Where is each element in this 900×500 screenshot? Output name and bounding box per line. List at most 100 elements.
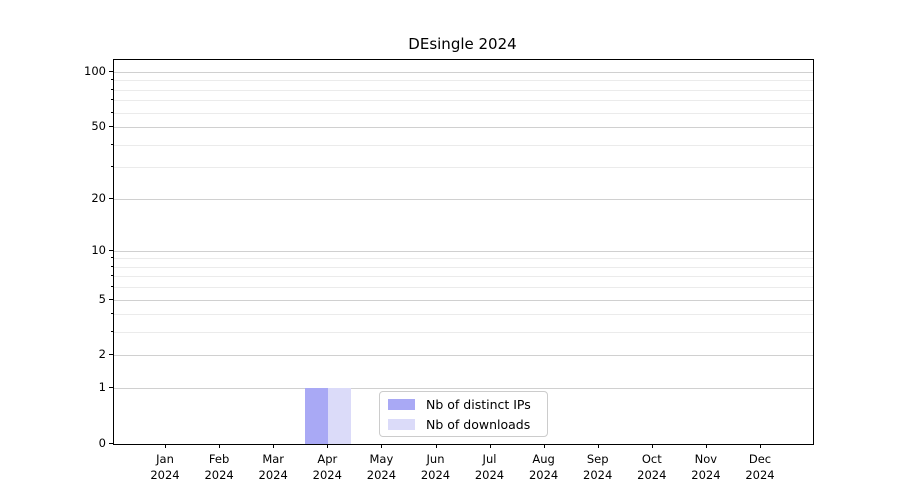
- gridline-y-4: [114, 314, 813, 316]
- x-tick-month: Feb: [208, 452, 230, 466]
- x-tick-mar: [273, 444, 275, 448]
- y-tick-1: [109, 387, 113, 389]
- y-minor-tick-40: [111, 143, 113, 145]
- legend-label-distinct-ips: Nb of distinct IPs: [426, 396, 531, 412]
- y-tick-50: [109, 126, 113, 127]
- x-tick-month: Mar: [262, 452, 285, 466]
- x-tick-sep: [597, 444, 599, 448]
- x-tick-label-aug: Aug 2024: [514, 451, 574, 483]
- x-tick-year: 2024: [312, 468, 342, 482]
- y-tick-2: [109, 354, 113, 356]
- x-tick-label-sep: Sep 2024: [568, 451, 628, 483]
- gridline-y-20: [114, 198, 813, 200]
- gridline-y-2: [114, 355, 813, 357]
- gridline-y-40: [114, 144, 813, 146]
- x-tick-jun: [435, 444, 437, 448]
- x-tick-month: Nov: [694, 452, 718, 466]
- x-tick-year: 2024: [420, 468, 451, 482]
- y-tick-100: [109, 70, 113, 72]
- legend-swatch-distinct-ips-icon: [388, 398, 415, 410]
- gridline-y-50: [114, 127, 813, 128]
- x-tick-nov: [705, 444, 707, 448]
- x-tick-label-nov: Nov 2024: [676, 451, 736, 483]
- gridline-y-100: [114, 71, 813, 73]
- y-tick-label-100: 100: [84, 63, 106, 78]
- x-tick-apr: [327, 444, 329, 448]
- y-tick-10: [109, 249, 113, 251]
- x-tick-month: Jun: [426, 452, 445, 466]
- x-tick-month: Jul: [482, 452, 497, 466]
- x-tick-label-may: May 2024: [351, 451, 411, 483]
- y-tick-label-1: 1: [98, 380, 106, 395]
- y-minor-tick-70: [111, 99, 113, 101]
- legend-item-downloads: Nb of downloads: [380, 414, 547, 434]
- y-minor-tick-90: [111, 79, 113, 81]
- x-tick-month: May: [369, 452, 394, 466]
- y-tick-label-2: 2: [98, 347, 106, 362]
- x-tick-year: 2024: [204, 468, 234, 482]
- legend-label-downloads: Nb of downloads: [426, 416, 531, 432]
- plot-area: Nb of distinct IPs Nb of downloads: [113, 59, 814, 445]
- x-tick-label-feb: Feb 2024: [189, 451, 249, 483]
- y-tick-0: [109, 443, 113, 444]
- y-minor-tick-80: [111, 88, 113, 90]
- x-tick-year: 2024: [637, 468, 667, 482]
- x-tick-dec: [760, 444, 761, 448]
- gridline-y-10: [114, 250, 813, 252]
- y-minor-tick-3: [111, 331, 113, 333]
- x-tick-year: 2024: [366, 468, 397, 482]
- x-tick-aug: [543, 444, 545, 448]
- x-tick-jan: [165, 444, 166, 448]
- x-tick-month: Sep: [586, 452, 609, 466]
- legend-swatch-downloads-icon: [388, 418, 415, 430]
- gridline-y-80: [114, 89, 813, 91]
- x-tick-label-oct: Oct 2024: [622, 451, 682, 483]
- x-tick-year: 2024: [474, 468, 505, 482]
- y-tick-label-0: 0: [98, 436, 106, 450]
- x-tick-year: 2024: [258, 468, 288, 482]
- gridline-y-70: [114, 100, 813, 102]
- chart-title: DEsingle 2024: [408, 35, 517, 53]
- x-tick-month: Apr: [317, 452, 338, 466]
- gridline-y-8: [114, 266, 813, 268]
- x-tick-feb: [219, 444, 221, 448]
- gridline-y-3: [114, 332, 813, 334]
- y-minor-tick-8: [111, 265, 113, 267]
- x-tick-year: 2024: [745, 468, 775, 482]
- x-tick-month: Oct: [641, 452, 662, 466]
- x-tick-label-jun: Jun 2024: [406, 451, 466, 483]
- x-tick-label-dec: Dec 2024: [730, 451, 790, 483]
- gridline-y-90: [114, 80, 813, 82]
- bar-nb-of-distinct-ips-apr: [305, 388, 329, 444]
- x-tick-oct: [651, 444, 653, 448]
- x-tick-label-apr: Apr 2024: [297, 451, 357, 483]
- x-tick-label-jan: Jan 2024: [135, 451, 195, 483]
- y-minor-tick-30: [111, 166, 113, 168]
- y-minor-tick-6: [111, 286, 113, 288]
- y-minor-tick-4: [111, 313, 113, 315]
- gridline-y-9: [114, 258, 813, 260]
- x-tick-label-mar: Mar 2024: [243, 451, 303, 483]
- x-tick-may: [381, 444, 383, 448]
- x-tick-label-jul: Jul 2024: [460, 451, 520, 483]
- bar-nb-of-downloads-apr: [328, 388, 352, 444]
- x-tick-month: Dec: [748, 452, 772, 466]
- y-tick-label-50: 50: [91, 119, 106, 133]
- gridline-y-5: [114, 299, 813, 301]
- y-tick-5: [109, 298, 113, 300]
- x-tick-year: 2024: [583, 468, 613, 482]
- x-tick-year: 2024: [150, 468, 180, 482]
- x-tick-month: Jan: [156, 452, 174, 466]
- x-tick-year: 2024: [691, 468, 721, 482]
- legend-item-distinct-ips: Nb of distinct IPs: [380, 394, 547, 414]
- x-tick-month: Aug: [532, 452, 555, 466]
- y-tick-20: [109, 197, 113, 199]
- y-tick-label-10: 10: [91, 242, 106, 257]
- gridline-y-30: [114, 167, 813, 169]
- x-tick-year: 2024: [528, 468, 559, 482]
- gridline-y-1: [114, 388, 813, 390]
- gridline-y-7: [114, 276, 813, 278]
- gridline-y-6: [114, 287, 813, 289]
- y-minor-tick-9: [111, 257, 113, 259]
